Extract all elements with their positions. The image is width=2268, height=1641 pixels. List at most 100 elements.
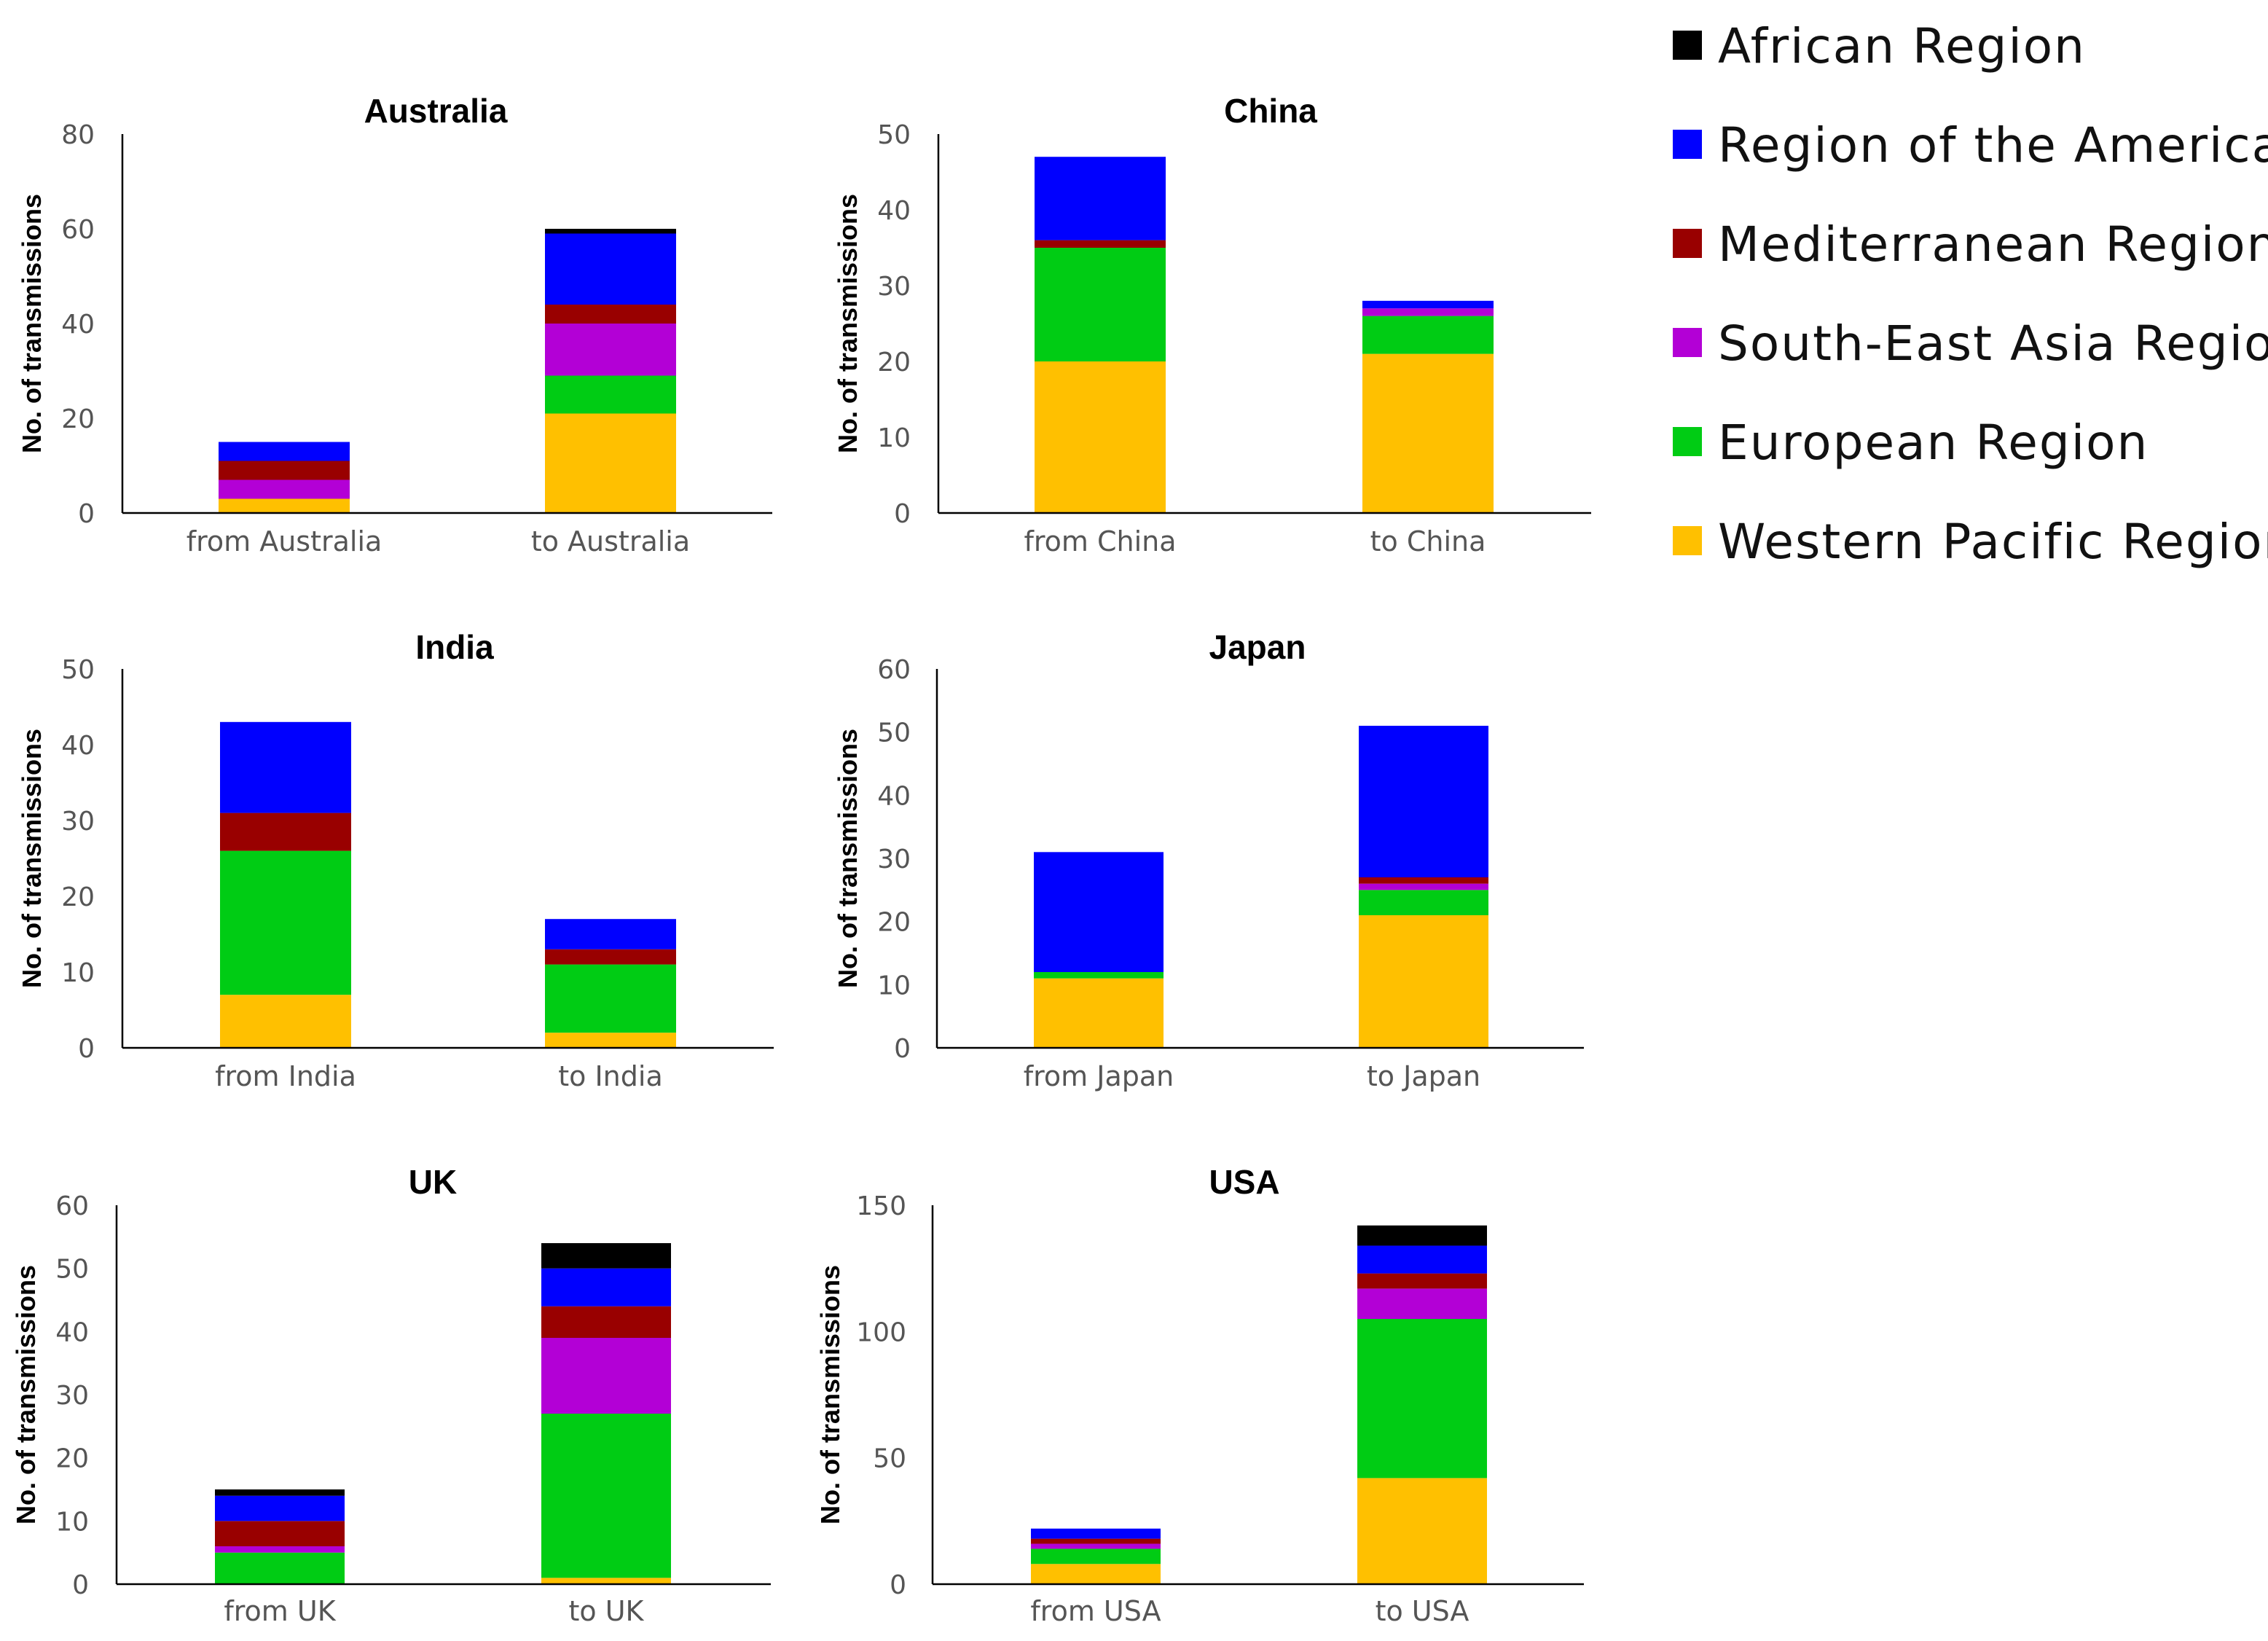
bar-segment-european-region [1362,316,1494,354]
y-tick-label: 40 [61,731,95,761]
y-tick-label: 50 [877,120,911,150]
y-tick-label: 60 [61,215,95,245]
bar-segment-mediterranean-region [1357,1273,1487,1289]
legend: African Region Region of the Americas Medi… [1673,18,2268,570]
bar-segment-region-of-the-americas [1035,157,1166,240]
bar-segment-western-pacific-region [541,1578,671,1584]
y-axis-label: No. of transmissions [833,194,863,453]
y-axis-label: No. of transmissions [11,1265,41,1524]
bar-from-china [1035,157,1166,513]
panel-title: Japan [1209,628,1306,666]
bar-segment-mediterranean-region [1035,240,1166,248]
x-category-label: from China [1024,525,1176,557]
y-axis-label: No. of transmissions [815,1265,845,1524]
bar-segment-western-pacific-region [1035,361,1166,513]
legend-swatch-european-region [1673,427,1702,456]
panel-title: China [1224,92,1317,130]
y-tick-label: 40 [877,196,911,226]
bar-to-japan [1359,726,1488,1048]
bar-segment-western-pacific-region [1359,915,1488,1048]
bar-segment-african-region [215,1489,345,1496]
y-axis-label: No. of transmissions [833,729,863,988]
legend-label-mediterranean-region: Mediterranean Region [1718,216,2268,273]
y-tick-label: 40 [55,1317,89,1347]
y-tick-label: 0 [72,1570,89,1600]
bar-to-australia [545,229,676,513]
y-axis-label: No. of transmissions [17,194,47,453]
legend-label-western-pacific-region: Western Pacific Region [1718,514,2268,570]
bar-segment-european-region [545,964,676,1033]
y-tick-label: 60 [877,655,911,685]
x-category-label: to USA [1376,1595,1470,1627]
x-category-label: from Japan [1024,1060,1174,1092]
x-category-label: to Australia [531,525,690,557]
y-tick-label: 30 [877,272,911,302]
bar-segment-mediterranean-region [1359,877,1488,884]
y-tick-label: 20 [55,1444,89,1474]
bar-segment-south-east-asia-region [545,324,676,376]
bar-segment-african-region [545,229,676,234]
bar-segment-region-of-the-americas [1359,726,1488,877]
legend-swatch-south-east-asia-region [1673,328,1702,357]
y-tick-label: 20 [61,882,95,912]
bar-segment-european-region [541,1414,671,1578]
bar-to-uk [541,1243,671,1584]
y-tick-label: 30 [61,807,95,837]
bar-segment-south-east-asia-region [1359,883,1488,890]
y-tick-label: 0 [894,1034,911,1064]
y-tick-label: 50 [55,1255,89,1285]
x-category-label: from USA [1030,1595,1161,1627]
y-tick-label: 30 [877,845,911,874]
bar-segment-western-pacific-region [219,498,350,513]
bar-segment-south-east-asia-region [1031,1543,1161,1549]
y-tick-label: 80 [61,120,95,150]
y-tick-label: 60 [55,1191,89,1221]
bar-segment-region-of-the-americas [1357,1245,1487,1274]
bar-segment-mediterranean-region [219,461,350,480]
bar-segment-south-east-asia-region [541,1338,671,1414]
x-category-label: to UK [569,1595,645,1627]
y-tick-label: 10 [55,1507,89,1537]
bar-from-australia [219,442,350,513]
panel-title: UK [409,1163,457,1201]
legend-swatch-african-region [1673,31,1702,60]
y-tick-label: 30 [55,1381,89,1411]
y-tick-label: 40 [61,310,95,340]
bar-segment-western-pacific-region [1362,353,1494,513]
bar-segment-european-region [545,375,676,414]
y-tick-label: 40 [877,781,911,811]
y-tick-label: 100 [856,1317,906,1347]
legend-swatch-western-pacific-region [1673,526,1702,555]
bar-from-india [220,721,351,1048]
legend-swatch-mediterranean-region [1673,229,1702,258]
panel-title: India [415,628,494,666]
bar-segment-region-of-the-americas [545,919,676,949]
bar-segment-african-region [1357,1225,1487,1246]
bar-segment-mediterranean-region [220,812,351,851]
bar-segment-region-of-the-americas [219,442,350,461]
bar-segment-region-of-the-americas [545,233,676,305]
x-category-label: to Japan [1367,1060,1480,1092]
legend-label-south-east-asia-region: South-East Asia Region [1718,316,2268,372]
y-tick-label: 20 [61,404,95,434]
panel-title: Australia [364,92,508,130]
y-tick-label: 10 [877,971,911,1000]
legend-swatch-region-of-the-americas [1673,130,1702,159]
legend-label-african-region: African Region [1718,18,2086,74]
x-category-label: from UK [224,1595,336,1627]
bar-segment-mediterranean-region [541,1306,671,1338]
bar-segment-european-region [1035,248,1166,361]
bar-segment-region-of-the-americas [1031,1528,1161,1539]
y-tick-label: 50 [877,718,911,748]
y-tick-label: 20 [877,348,911,377]
legend-label-european-region: European Region [1718,415,2149,471]
x-category-label: to India [558,1060,662,1092]
y-tick-label: 10 [61,958,95,988]
bar-segment-mediterranean-region [1031,1538,1161,1544]
y-tick-label: 0 [890,1570,906,1600]
bar-segment-european-region [1034,972,1164,979]
panel-usa: USA No. of transmissions 0 50 100 150 from USA… [815,1163,1584,1627]
bar-segment-south-east-asia-region [215,1546,345,1553]
x-category-label: from Australia [187,525,382,557]
bar-segment-region-of-the-americas [541,1268,671,1307]
